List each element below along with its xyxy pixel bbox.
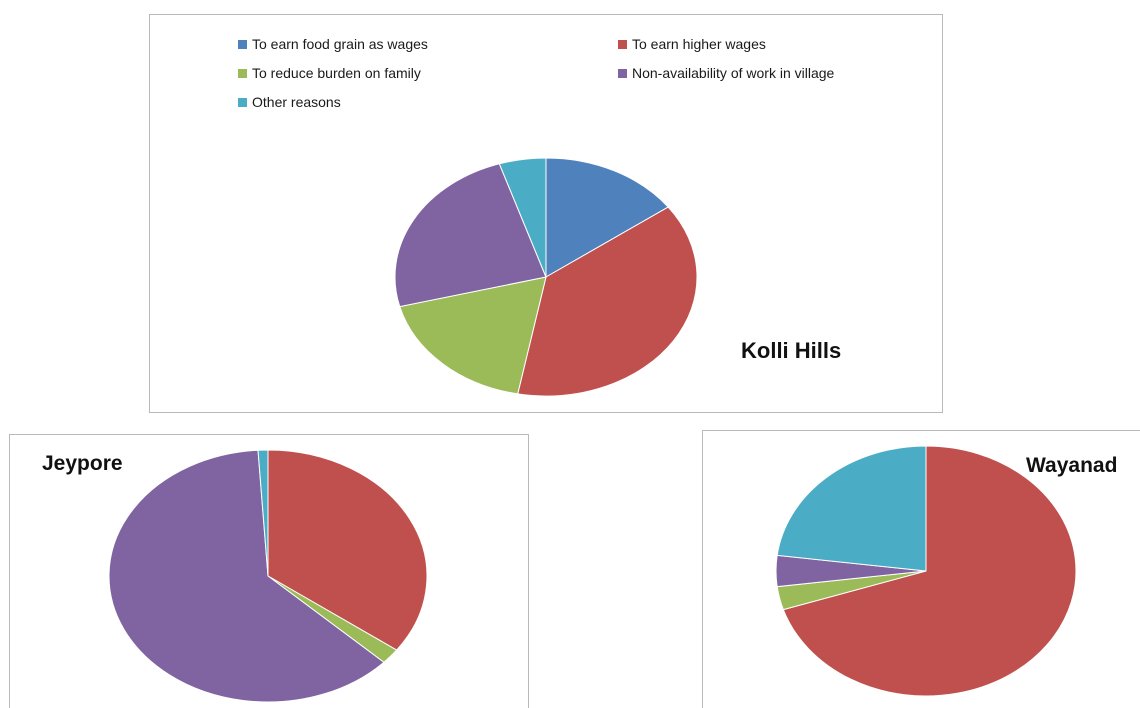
legend-label: To earn higher wages (632, 36, 766, 52)
legend-swatch (238, 68, 247, 78)
chart-legend: To earn food grain as wages To earn highe… (238, 36, 918, 120)
legend-swatch (618, 39, 627, 49)
legend-label: To reduce burden on family (252, 65, 421, 81)
kolli-hills-slice-4 (394, 163, 547, 308)
legend-swatch (238, 39, 247, 49)
legend-item: To reduce burden on family (238, 65, 421, 81)
jeypore-title: Jeypore (42, 452, 123, 475)
legend-item: Other reasons (238, 94, 341, 110)
kolli-hills-pie (394, 157, 698, 397)
legend-swatch (618, 68, 627, 78)
legend-item: To earn higher wages (618, 36, 766, 52)
legend-label: Other reasons (252, 94, 341, 110)
legend-label: Non-availability of work in village (632, 65, 835, 81)
wayanad-slice-5 (776, 445, 927, 572)
kolli-hills-slice-3 (399, 276, 547, 395)
wayanad-pie (775, 445, 1077, 697)
kolli-hills-slice-1 (545, 157, 669, 278)
jeypore-slice-5 (257, 449, 269, 577)
legend-swatch (238, 97, 247, 107)
legend-item: Non-availability of work in village (618, 65, 834, 81)
kolli-hills-slice-2 (517, 206, 698, 397)
legend-label: To earn food grain as wages (252, 36, 428, 52)
legend-item: To earn food grain as wages (238, 36, 428, 52)
kolli-hills-title: Kolli Hills (741, 338, 842, 363)
kolli-hills-slice-5 (498, 157, 547, 278)
wayanad-title: Wayanad (1026, 454, 1118, 477)
wayanad-slice-2 (782, 445, 1077, 697)
jeypore-slice-2 (267, 449, 428, 651)
jeypore-pie (108, 449, 428, 703)
jeypore-slice-4 (108, 449, 385, 703)
